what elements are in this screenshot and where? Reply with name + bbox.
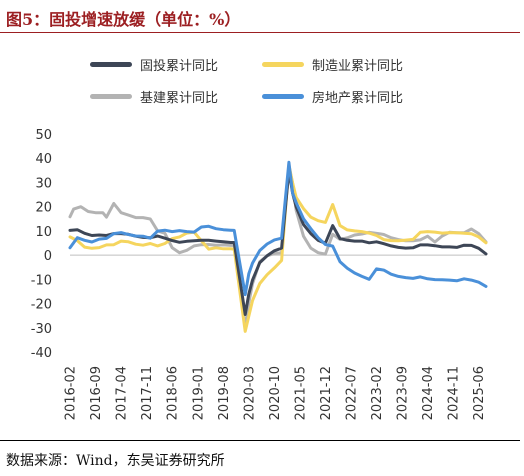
legend-swatch-fixed-asset xyxy=(90,62,132,67)
x-tick-label: 2019-08 xyxy=(217,366,232,420)
x-tick-label: 2019-01 xyxy=(191,366,206,420)
y-tick-label: 40 xyxy=(35,152,52,167)
legend-item-real-estate: 房地产累计同比 xyxy=(262,87,403,106)
y-tick-label: -20 xyxy=(31,298,52,313)
x-tick-label: 2020-10 xyxy=(268,366,283,420)
x-tick-label: 2025-06 xyxy=(472,366,487,420)
footer-divider xyxy=(0,440,520,441)
legend-label-real-estate: 房地产累计同比 xyxy=(312,91,404,106)
legend-swatch-infrastructure xyxy=(90,94,132,99)
series-real-estate-line xyxy=(68,160,488,297)
legend-label-fixed-asset: 固投累计同比 xyxy=(140,59,219,74)
series-infrastructure-line xyxy=(68,165,488,330)
y-tick-label: -30 xyxy=(31,322,52,337)
series-manufacturing-line xyxy=(68,163,488,333)
x-tick-label: 2023-02 xyxy=(370,366,385,420)
legend-swatch-real-estate xyxy=(262,94,304,99)
y-tick-label: 20 xyxy=(35,201,52,216)
data-source-note: 数据来源：Wind，东吴证券研究所 xyxy=(6,453,225,469)
x-tick-label: 2022-07 xyxy=(345,366,360,420)
legend-item-infrastructure: 基建累计同比 xyxy=(90,87,218,106)
x-tick-label: 2021-12 xyxy=(319,366,334,420)
legend-label-manufacturing: 制造业累计同比 xyxy=(312,59,404,74)
y-tick-label: 0 xyxy=(44,249,52,264)
y-tick-label: 50 xyxy=(35,128,52,143)
title-divider xyxy=(0,32,520,33)
y-tick-label: 30 xyxy=(35,176,52,191)
x-tick-label: 2024-11 xyxy=(447,366,462,420)
x-tick-label: 2016-02 xyxy=(64,366,79,420)
x-tick-label: 2023-09 xyxy=(396,366,411,420)
x-tick-label: 2024-04 xyxy=(421,366,436,420)
figure-title: 图5：固投增速放缓（单位：%） xyxy=(6,10,241,29)
figure-header: 图5：固投增速放缓（单位：%） xyxy=(0,0,524,34)
legend-label-infrastructure: 基建累计同比 xyxy=(140,91,219,106)
legend-item-fixed-asset: 固投累计同比 xyxy=(90,55,218,74)
x-tick-label: 2016-09 xyxy=(89,366,104,420)
legend-item-manufacturing: 制造业累计同比 xyxy=(262,55,403,74)
line-chart: 50 40 30 20 10 0 -10 -20 -30 -40 2016-02 2016-09 201… xyxy=(31,128,488,420)
x-tick-label: 2017-11 xyxy=(140,366,155,420)
y-tick-label: -10 xyxy=(31,273,52,288)
x-tick-label: 2017-04 xyxy=(115,366,130,420)
x-tick-label: 2020-03 xyxy=(242,366,257,420)
x-tick-label: 2018-06 xyxy=(166,366,181,420)
x-tick-label: 2021-05 xyxy=(293,366,308,420)
y-tick-label: -40 xyxy=(31,346,52,361)
y-tick-label: 10 xyxy=(35,225,52,240)
legend-swatch-manufacturing xyxy=(262,62,304,67)
chart-legend: 固投累计同比 制造业累计同比 基建累计同比 房地产累计同比 xyxy=(0,55,524,115)
